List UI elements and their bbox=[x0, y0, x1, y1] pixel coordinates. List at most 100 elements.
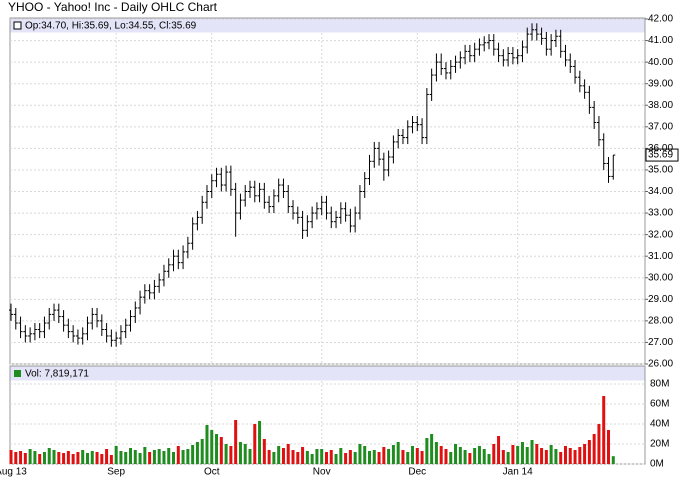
volume-bar bbox=[516, 446, 520, 464]
volume-bar bbox=[463, 450, 467, 464]
price-legend-icon bbox=[13, 21, 22, 30]
volume-bar bbox=[14, 452, 18, 464]
volume-bar bbox=[487, 454, 491, 464]
x-tick-label: Sep bbox=[107, 467, 125, 478]
volume-bar bbox=[430, 434, 434, 464]
volume-bar bbox=[396, 442, 400, 464]
volume-bar bbox=[62, 453, 66, 464]
volume-bar bbox=[229, 446, 233, 464]
volume-bar bbox=[262, 439, 266, 464]
volume-bar bbox=[301, 447, 305, 464]
marks bbox=[9, 23, 679, 464]
price-legend-band bbox=[10, 18, 645, 33]
volume-bar bbox=[76, 452, 80, 464]
volume-bar bbox=[444, 449, 448, 464]
volume-bar bbox=[468, 453, 472, 464]
volume-bar bbox=[368, 451, 371, 464]
chart-title: YHOO - Yahoo! Inc - Daily OHLC Chart bbox=[8, 0, 218, 14]
volume-bar bbox=[415, 448, 419, 464]
volume-bar bbox=[324, 452, 328, 464]
volume-bar bbox=[501, 450, 505, 464]
volume-bar bbox=[602, 396, 606, 464]
volume-bar bbox=[607, 430, 610, 464]
volume-bar bbox=[129, 448, 132, 464]
volume-bar bbox=[66, 451, 70, 464]
volume-bar bbox=[291, 450, 295, 464]
y-tick-label: 28.00 bbox=[648, 316, 673, 327]
volume-bar bbox=[258, 421, 262, 464]
volume-bar bbox=[152, 450, 156, 464]
volume-bar bbox=[592, 434, 596, 464]
volume-bar bbox=[100, 454, 104, 464]
volume-bar bbox=[473, 448, 477, 464]
volume-bar bbox=[305, 451, 309, 464]
volume-bar bbox=[195, 442, 199, 464]
volume-bar bbox=[583, 444, 587, 464]
volume-bar bbox=[315, 449, 319, 464]
volume-tick-label: 60M bbox=[650, 399, 669, 410]
volume-bar bbox=[363, 446, 367, 464]
volume-bar bbox=[205, 425, 209, 464]
price-legend: Op:34.70, Hi:35.69, Lo:34.55, Cl:35.69 bbox=[25, 21, 197, 32]
volume-bar bbox=[549, 445, 553, 464]
y-tick-label: 29.00 bbox=[648, 294, 673, 305]
volume-bar bbox=[224, 444, 228, 464]
volume-bar bbox=[52, 450, 56, 464]
volume-bar bbox=[248, 449, 252, 464]
volume-bar bbox=[520, 442, 524, 464]
volume-bar bbox=[344, 453, 348, 464]
volume-bar bbox=[124, 452, 128, 464]
y-tick-label: 27.00 bbox=[648, 337, 673, 348]
volume-bar bbox=[157, 449, 161, 464]
volume-bar bbox=[454, 444, 458, 464]
volume-tick-label: 0M bbox=[650, 459, 664, 470]
volume-bar bbox=[377, 452, 381, 464]
volume-bar bbox=[425, 438, 429, 464]
volume-bar bbox=[372, 450, 376, 464]
volume-bar bbox=[578, 447, 582, 464]
x-tick-label: Aug 13 bbox=[0, 467, 27, 478]
volume-bar bbox=[19, 451, 23, 464]
x-tick-label: Nov bbox=[313, 467, 331, 478]
volume-bar bbox=[348, 450, 352, 464]
volume-bar bbox=[47, 448, 51, 464]
volume-bar bbox=[387, 449, 391, 464]
volume-bar bbox=[535, 444, 539, 464]
volume-bar bbox=[506, 452, 510, 464]
volume-bar bbox=[420, 451, 424, 464]
volume-bar bbox=[90, 451, 94, 464]
volume-bar bbox=[238, 442, 242, 464]
volume-bar bbox=[215, 434, 219, 464]
volume-bar bbox=[133, 450, 137, 464]
volume-bar bbox=[23, 453, 27, 464]
y-tick-label: 37.00 bbox=[648, 121, 673, 132]
volume-bar bbox=[176, 446, 180, 464]
y-tick-label: 41.00 bbox=[648, 35, 673, 46]
volume-bar bbox=[234, 420, 238, 464]
volume-bar bbox=[281, 448, 285, 464]
volume-bar bbox=[559, 452, 563, 464]
y-tick-label: 26.00 bbox=[648, 359, 673, 370]
volume-bar bbox=[181, 450, 185, 464]
volume-bar bbox=[148, 452, 152, 464]
volume-bar bbox=[492, 444, 496, 464]
volume-bar bbox=[57, 452, 61, 464]
volume-bar bbox=[482, 449, 486, 464]
y-tick-label: 40.00 bbox=[648, 57, 673, 68]
volume-bar bbox=[568, 448, 572, 464]
volume-bar bbox=[286, 444, 290, 464]
volume-bar bbox=[138, 453, 142, 464]
volume-bar bbox=[406, 452, 410, 464]
volume-bar bbox=[172, 452, 176, 464]
volume-bar bbox=[544, 450, 548, 464]
volume-bar bbox=[329, 450, 333, 464]
volume-bar bbox=[9, 450, 13, 464]
y-tick-label: 39.00 bbox=[648, 78, 673, 89]
volume-bar bbox=[272, 452, 276, 464]
volume-bar bbox=[191, 445, 195, 464]
volume-bar bbox=[497, 436, 501, 464]
volume-tick-label: 80M bbox=[650, 379, 669, 390]
volume-bar bbox=[109, 455, 113, 464]
